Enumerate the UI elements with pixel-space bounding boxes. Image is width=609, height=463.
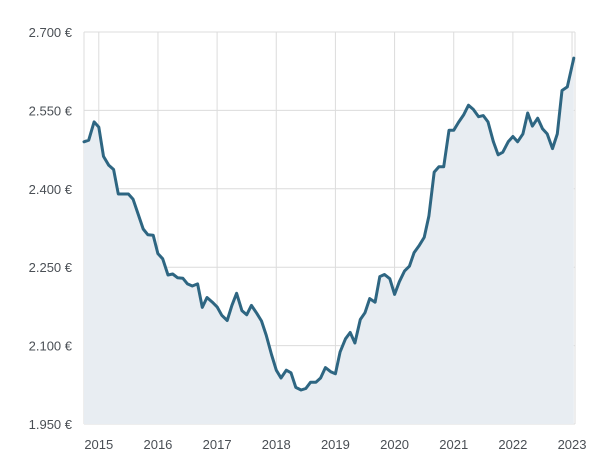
x-axis: 2015 2016 2017 2018 2019 2020 2021 2022 2023 — [84, 437, 586, 452]
x-tick-label: 2022 — [498, 437, 527, 452]
y-tick-label: 2.100 € — [29, 339, 73, 354]
y-tick-label: 2.250 € — [29, 260, 73, 275]
x-tick-label: 2023 — [558, 437, 587, 452]
x-tick-label: 2020 — [380, 437, 409, 452]
x-tick-label: 2017 — [203, 437, 232, 452]
series-line — [82, 56, 576, 392]
series-area-fill — [84, 58, 574, 424]
x-tick-label: 2018 — [262, 437, 291, 452]
x-tick-label: 2015 — [84, 437, 113, 452]
y-tick-label: 1.950 € — [29, 417, 73, 432]
y-axis: 1.950 € 2.100 € 2.250 € 2.400 € 2.550 € 2.700… — [29, 25, 73, 432]
x-tick-label: 2021 — [439, 437, 468, 452]
x-tick-label: 2016 — [143, 437, 172, 452]
y-tick-label: 2.700 € — [29, 25, 73, 40]
x-tick-label: 2019 — [321, 437, 350, 452]
y-tick-label: 2.550 € — [29, 103, 73, 118]
y-tick-label: 2.400 € — [29, 182, 73, 197]
